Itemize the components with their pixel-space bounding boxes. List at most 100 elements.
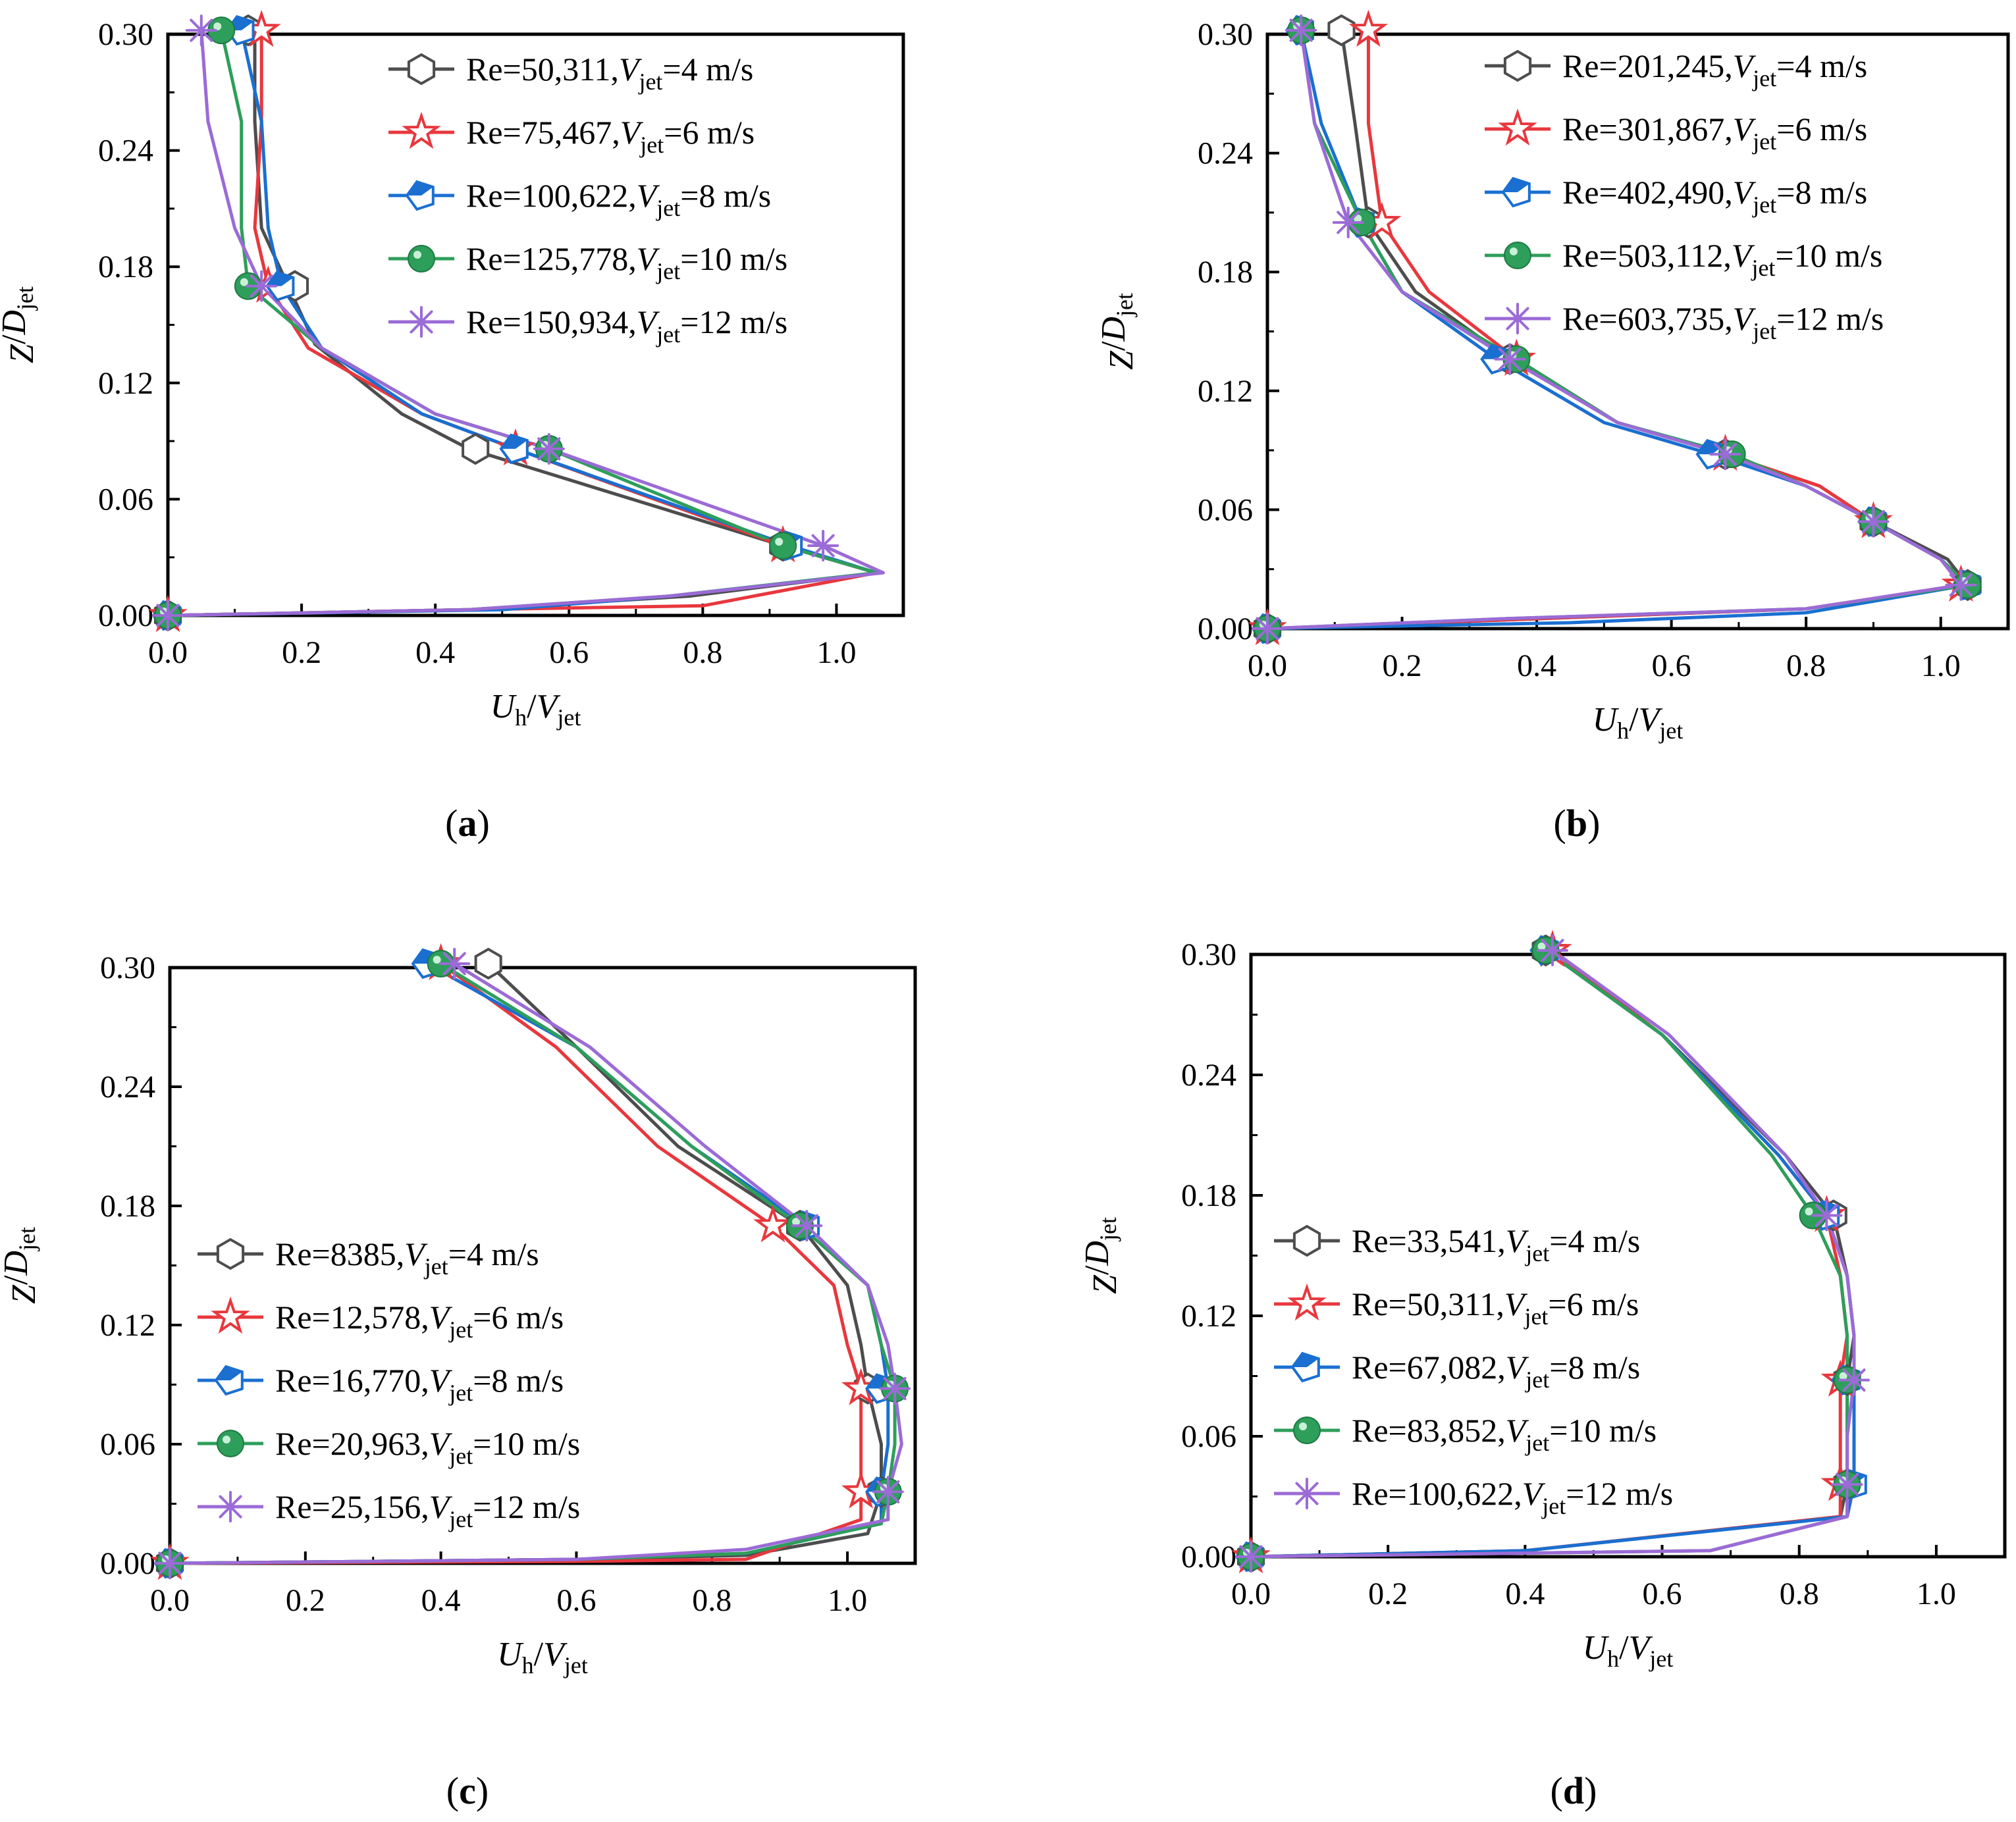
legend-re: Re=201,245, — [1562, 47, 1733, 84]
legend-v-value: =10 m/s — [1775, 237, 1882, 274]
legend-swatch-asterisk-marker — [1502, 303, 1533, 334]
series-line-5 — [167, 30, 885, 617]
axis-title-sub: h — [522, 1652, 534, 1679]
axis-title-main: U — [491, 688, 517, 725]
marker-stroke — [1337, 211, 1360, 234]
x-tick-label: 1.0 — [816, 635, 856, 670]
legend-item-2: Re=75,467,Vjet=6 m/s — [388, 111, 755, 158]
legend-swatch-hexagon-marker — [407, 53, 436, 86]
pentagon-marker — [265, 271, 295, 301]
marker-stroke — [158, 1551, 182, 1575]
asterisk-marker — [1831, 1469, 1863, 1501]
marker-stroke — [795, 1214, 818, 1237]
panel-label-letter: b — [1566, 802, 1587, 845]
legend-label: Re=8385,Vjet=4 m/s — [275, 1236, 539, 1280]
axis-title-sub: h — [515, 704, 527, 731]
legend-label: Re=50,311,Vjet=6 m/s — [1352, 1286, 1639, 1330]
x-tick-label: 1.0 — [1921, 648, 1961, 683]
axis-title-slash: / — [1095, 341, 1132, 351]
legend-swatch-hexagon-marker — [1292, 1224, 1321, 1257]
legend-v-sub: jet — [655, 321, 680, 348]
legend-v-symbol: V — [1733, 111, 1757, 147]
y-tick-label: 0.00 — [1198, 612, 1253, 646]
y-tick-label: 0.00 — [100, 1546, 155, 1581]
legend-v-symbol: V — [1506, 1222, 1529, 1259]
panel-label-paren: ) — [1584, 1769, 1597, 1812]
legend-swatch-circle-marker — [408, 245, 435, 273]
legend-v-symbol: V — [637, 303, 660, 340]
circle-marker — [769, 532, 797, 560]
legend-re: Re=125,778, — [466, 240, 637, 277]
y-tick-label: 0.30 — [98, 17, 153, 52]
legend-label: Re=50,311,Vjet=4 m/s — [466, 51, 753, 95]
legend-item-3: Re=16,770,Vjet=8 m/s — [198, 1362, 564, 1406]
legend-v-value: =6 m/s — [664, 114, 755, 151]
marker-stroke — [1842, 1368, 1866, 1392]
pentagon-marker — [225, 14, 255, 46]
y-tick-label: 0.30 — [1181, 937, 1236, 972]
legend-v-value: =6 m/s — [1548, 1286, 1639, 1322]
chart-panel-c: 0.0 0.2 0.4 0.6 0.8 1.0 0.00 0.06 0.12 0.18 0.24 0.… — [0, 943, 917, 1812]
panel-label: (a) — [445, 802, 490, 845]
axis-title-sub: jet — [1648, 1646, 1673, 1672]
legend-re: Re=75,467, — [466, 114, 620, 151]
axis-title-slash: / — [527, 688, 537, 725]
legend-re: Re=301,867, — [1562, 111, 1733, 147]
x-axis-title: Uh/Vjet — [491, 688, 581, 731]
asterisk-marker — [154, 1548, 186, 1579]
marker-stroke — [1289, 18, 1313, 42]
marker-highlight — [775, 538, 783, 546]
legend-label: Re=402,490,Vjet=8 m/s — [1562, 174, 1867, 218]
legend-re: Re=83,852, — [1352, 1412, 1506, 1449]
legend-swatch-circle-marker — [1504, 242, 1531, 269]
axis-title-sub: jet — [14, 1227, 40, 1252]
legend-label: Re=100,622,Vjet=12 m/s — [1352, 1475, 1673, 1519]
y-tick-label: 0.24 — [100, 1070, 155, 1105]
legend-v-symbol: V — [1522, 1475, 1546, 1512]
legend-v-sub: jet — [423, 1253, 448, 1280]
x-tick-label: 0.2 — [282, 635, 321, 670]
legend-swatch-star-marker — [402, 111, 441, 149]
asterisk-marker — [185, 14, 217, 47]
marker-highlight — [1805, 1207, 1813, 1216]
y-tick-label: 0.12 — [100, 1308, 155, 1343]
asterisk-marker — [246, 270, 278, 302]
marker-stroke — [876, 1480, 900, 1503]
asterisk-marker — [879, 1372, 911, 1405]
marker-highlight — [213, 22, 222, 31]
legend-label: Re=150,934,Vjet=12 m/s — [466, 303, 787, 348]
legend-v-sub: jet — [448, 1443, 473, 1469]
legend-re: Re=50,311, — [1352, 1286, 1504, 1322]
chart-panel-a: 0.0 0.2 0.4 0.6 0.8 1.0 0.00 0.06 0.12 0.18 0.24 0.… — [0, 9, 905, 845]
panel-label-paren: ( — [446, 1769, 459, 1812]
marker-stroke — [156, 604, 180, 627]
x-tick-label: 0.8 — [1780, 1576, 1819, 1611]
legend-v-sub: jet — [1751, 318, 1776, 344]
legend-item-1: Re=8385,Vjet=4 m/s — [198, 1236, 539, 1280]
legend-v-value: =12 m/s — [1776, 300, 1884, 337]
x-tick-label: 0.8 — [1786, 648, 1826, 683]
legend-v-symbol: V — [1506, 1349, 1529, 1386]
y-tick-label: 0.30 — [1198, 17, 1253, 52]
axis-title-main: V — [543, 1636, 568, 1673]
legend-re: Re=503,112, — [1562, 237, 1732, 274]
asterisk-marker — [1494, 343, 1526, 375]
marker-highlight — [1839, 1372, 1847, 1380]
marker-stroke — [250, 274, 273, 298]
hexagon-marker — [1327, 14, 1356, 47]
x-axis-title: Uh/Vjet — [1583, 1629, 1674, 1672]
legend-label: Re=12,578,Vjet=6 m/s — [275, 1299, 564, 1343]
marker-stroke — [1498, 348, 1522, 371]
y-tick-label: 0.12 — [98, 366, 153, 401]
marker-stroke — [883, 1376, 907, 1401]
marker-fill-half — [216, 1366, 242, 1380]
legend-swatch-asterisk-marker — [406, 306, 437, 338]
legend-v-value: =10 m/s — [473, 1425, 580, 1462]
axis-title-main: U — [497, 1636, 524, 1673]
asterisk-marker — [1252, 613, 1283, 644]
chart-panel-d: 0.0 0.2 0.4 0.6 0.8 1.0 0.00 0.06 0.12 0.18 0.24 0.… — [1078, 929, 2007, 1812]
legend-label: Re=125,778,Vjet=10 m/s — [466, 240, 787, 284]
marker-fill-half — [1503, 178, 1529, 192]
legend-v-sub: jet — [1523, 1303, 1548, 1330]
asterisk-marker — [1537, 934, 1568, 966]
